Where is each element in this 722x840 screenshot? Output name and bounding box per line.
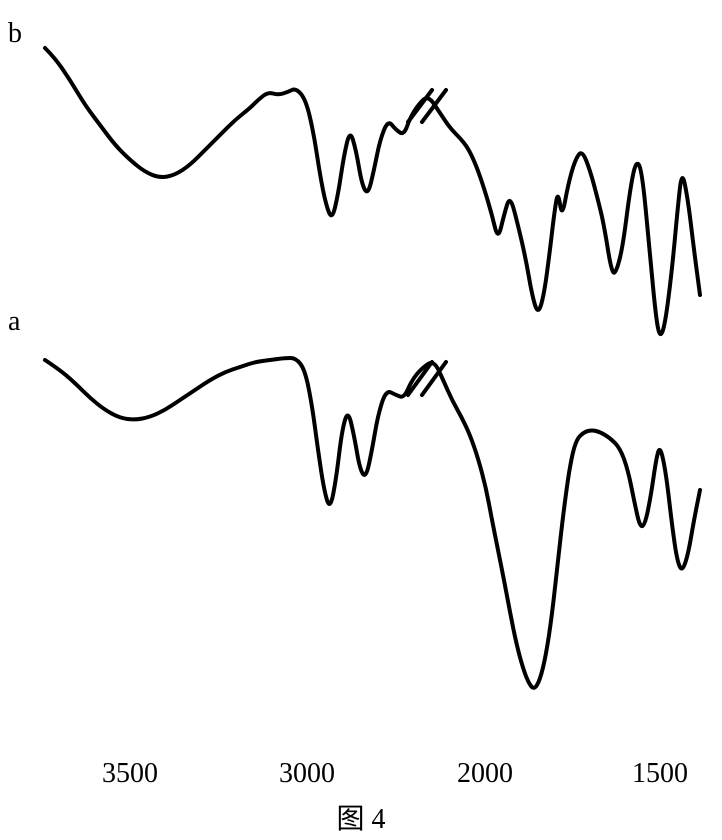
x-tick-2000: 2000 (457, 760, 513, 788)
series-label-a: a (8, 308, 20, 336)
axis-break-mark-b-0 (408, 90, 432, 122)
spectrum-path-b (45, 48, 700, 334)
series-label-b: b (8, 20, 22, 48)
ir-spectrum-figure: b a 3500 3000 2000 1500 图 4 (0, 0, 722, 840)
x-tick-3000: 3000 (279, 760, 335, 788)
x-tick-1500: 1500 (632, 760, 688, 788)
spectra-svg (0, 0, 722, 840)
x-tick-3500: 3500 (102, 760, 158, 788)
figure-caption: 图 4 (336, 806, 385, 834)
spectrum-path-a (45, 358, 700, 688)
